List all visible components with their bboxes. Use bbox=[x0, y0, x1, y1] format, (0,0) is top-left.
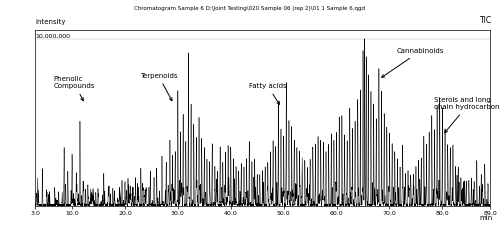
Text: Sterols and long
chain hydrocarbons: Sterols and long chain hydrocarbons bbox=[434, 97, 500, 133]
Text: min: min bbox=[479, 215, 492, 221]
Text: 10,000,000: 10,000,000 bbox=[35, 34, 70, 39]
Text: TIC: TIC bbox=[480, 16, 492, 25]
Text: Fatty acids: Fatty acids bbox=[249, 83, 286, 104]
Text: Chromatogram Sample 6 D:\Joint Testing\020 Sample 06 (rep 2)\01 1 Sample 6.qgd: Chromatogram Sample 6 D:\Joint Testing\0… bbox=[134, 6, 366, 11]
Text: Phenolic
Compounds: Phenolic Compounds bbox=[53, 76, 94, 101]
Text: intensity: intensity bbox=[35, 18, 66, 25]
Text: Cannabinoids: Cannabinoids bbox=[382, 48, 444, 77]
Text: Terpenoids: Terpenoids bbox=[140, 73, 177, 101]
